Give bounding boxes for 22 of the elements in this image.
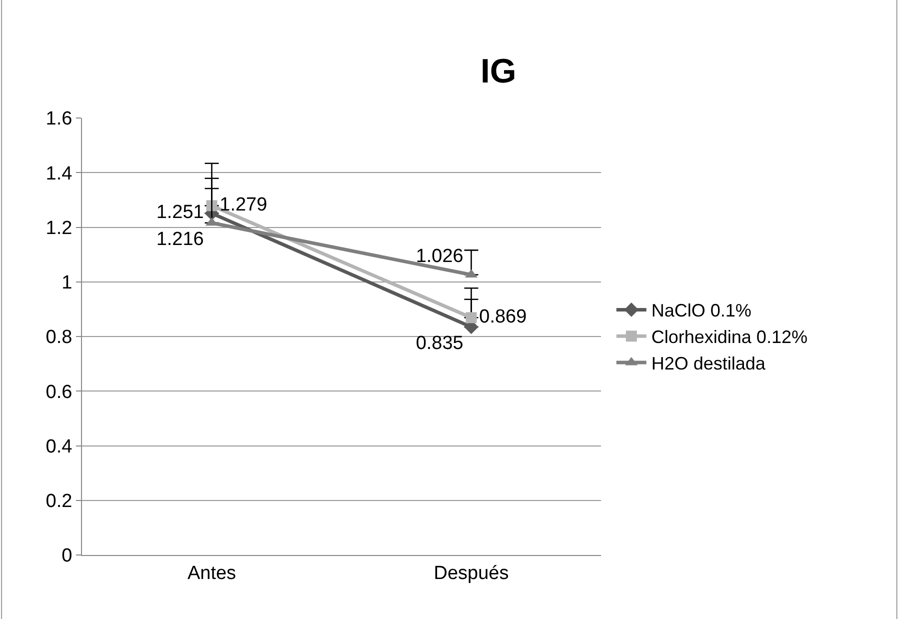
legend-label: H2O destilada bbox=[651, 354, 766, 374]
point bbox=[466, 312, 477, 324]
data-label: 1.026 bbox=[416, 246, 464, 268]
data-label: 1.216 bbox=[156, 229, 204, 250]
x-tick-label: Antes bbox=[187, 562, 236, 584]
y-tick-label: 1 bbox=[62, 272, 72, 294]
chart-title: IG bbox=[480, 52, 516, 91]
y-tick-label: 0.2 bbox=[46, 491, 72, 512]
y-tick-label: 0 bbox=[62, 546, 72, 567]
y-tick-label: 0.4 bbox=[46, 436, 73, 458]
data-label: 0.869 bbox=[479, 306, 527, 328]
legend-label: NaClO 0.1% bbox=[651, 300, 752, 321]
y-tick-label: 0.8 bbox=[46, 327, 72, 348]
y-tick-label: 0.6 bbox=[46, 382, 72, 403]
data-label: 0.835 bbox=[416, 333, 464, 354]
data-label: 1.279 bbox=[220, 194, 268, 216]
legend-label: Clorhexidina 0.12% bbox=[651, 327, 808, 348]
y-tick-label: 1.6 bbox=[46, 108, 72, 130]
x-tick-label: Después bbox=[434, 562, 509, 584]
y-tick-label: 1.4 bbox=[46, 163, 73, 184]
y-tick-label: 1.2 bbox=[46, 218, 72, 239]
data-label: 1.251 bbox=[156, 202, 204, 224]
